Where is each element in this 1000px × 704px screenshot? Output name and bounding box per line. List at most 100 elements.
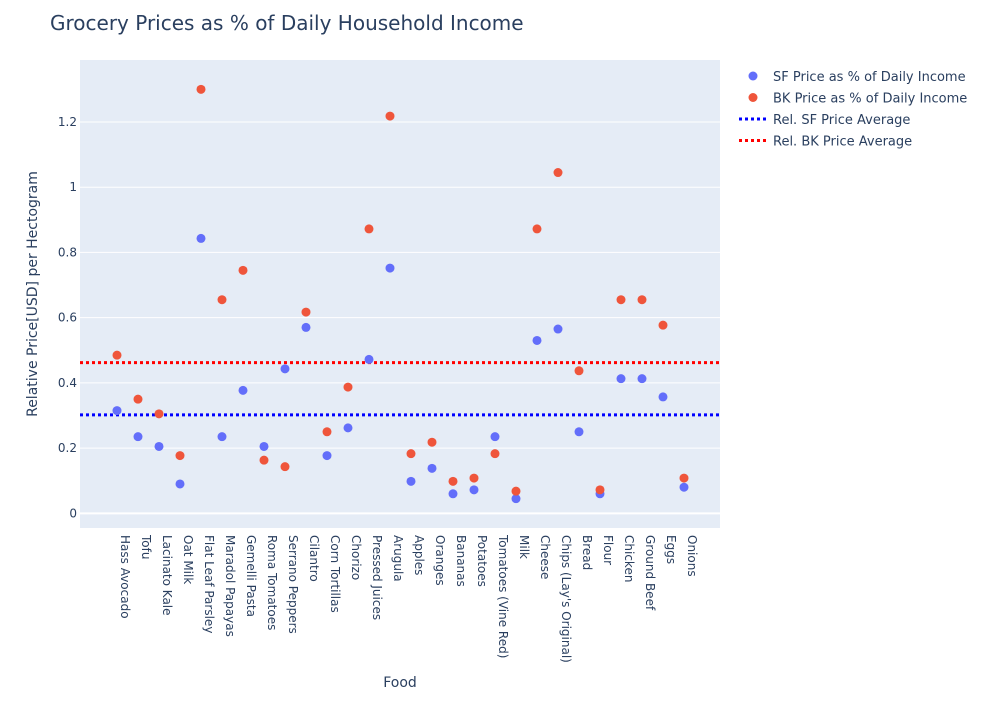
bk-data-point[interactable] xyxy=(637,295,647,305)
y-tick-label: 0.6 xyxy=(58,311,77,325)
sf-data-point[interactable] xyxy=(217,432,227,442)
bk-data-point[interactable] xyxy=(448,476,458,486)
sf-data-point[interactable] xyxy=(406,476,416,486)
sf-data-point[interactable] xyxy=(637,374,647,384)
bk-data-point[interactable] xyxy=(217,295,227,305)
sf-data-point[interactable] xyxy=(532,335,542,345)
bk-data-point[interactable] xyxy=(427,437,437,447)
x-tick-label: Chorizo xyxy=(349,535,363,580)
reference-lines xyxy=(80,361,720,417)
x-tick-label: Tofu xyxy=(139,534,153,559)
sf-data-point[interactable] xyxy=(658,392,668,402)
sf-data-point[interactable] xyxy=(490,432,500,442)
bk-data-point[interactable] xyxy=(343,382,353,392)
x-tick-label: Pressed Juices xyxy=(370,535,384,620)
sf-data-point[interactable] xyxy=(343,423,353,433)
bk-data-point[interactable] xyxy=(301,307,311,317)
bk-data-point[interactable] xyxy=(238,265,248,275)
data-points xyxy=(112,84,689,504)
bk-data-point[interactable] xyxy=(553,168,563,178)
sf-data-point[interactable] xyxy=(469,485,479,495)
bk-data-point[interactable] xyxy=(175,451,185,461)
bk-data-point[interactable] xyxy=(406,449,416,459)
y-gridlines xyxy=(80,121,720,515)
bk-data-point[interactable] xyxy=(280,462,290,472)
bk-data-point[interactable] xyxy=(511,486,521,496)
sf-data-point[interactable] xyxy=(112,406,122,416)
x-tick-label: Roma Tomatoes xyxy=(265,535,279,630)
sf-data-point[interactable] xyxy=(553,324,563,334)
y-tick-label: 0.2 xyxy=(58,441,77,455)
bk-data-point[interactable] xyxy=(133,394,143,404)
x-tick-label: Ground Beef xyxy=(643,535,657,611)
legend-item[interactable]: SF Price as % of Daily Income xyxy=(748,70,966,85)
y-tick-labels: 0 0.2 0.4 0.6 0.8 1 1.2 xyxy=(58,115,77,520)
y-tick-label: 0.8 xyxy=(58,245,77,259)
x-tick-label: Chicken xyxy=(622,535,636,582)
sf-data-point[interactable] xyxy=(175,479,185,489)
sf-data-point[interactable] xyxy=(154,441,164,451)
x-tick-label: Potatoes xyxy=(475,535,489,587)
x-tick-label: Flat Leaf Parsley xyxy=(202,535,216,633)
x-tick-label: Hass Avocado xyxy=(118,535,132,619)
sf-data-point[interactable] xyxy=(364,354,374,364)
x-tick-label: Chips (Lay's Original) xyxy=(559,535,573,663)
sf-data-point[interactable] xyxy=(427,463,437,473)
bk-data-point[interactable] xyxy=(532,224,542,234)
x-tick-label: Flour xyxy=(601,535,615,565)
x-tick-label: Onions xyxy=(685,535,699,577)
y-tick-label: 1.2 xyxy=(58,115,77,129)
bk-data-point[interactable] xyxy=(616,295,626,305)
bk-data-point[interactable] xyxy=(112,350,122,360)
sf-data-point[interactable] xyxy=(616,374,626,384)
y-axis-title: Relative Price[USD] per Hectogram xyxy=(25,171,41,417)
y-tick-label: 0.4 xyxy=(58,376,77,390)
bk-data-point[interactable] xyxy=(658,320,668,330)
legend-item[interactable]: BK Price as % of Daily Income xyxy=(748,92,968,107)
x-tick-label: Bananas xyxy=(454,535,468,587)
bk-data-point[interactable] xyxy=(364,224,374,234)
y-tick-label: 0 xyxy=(69,506,77,520)
bk-data-point[interactable] xyxy=(196,84,206,94)
bk-data-point[interactable] xyxy=(259,455,269,465)
bk-data-point[interactable] xyxy=(322,427,332,437)
x-tick-label: Serrano Peppers xyxy=(286,535,300,634)
sf-data-point[interactable] xyxy=(322,451,332,461)
bk-data-point[interactable] xyxy=(154,409,164,419)
chart-title: Grocery Prices as % of Daily Household I… xyxy=(50,11,524,35)
legend-item[interactable]: Rel. BK Price Average xyxy=(739,135,912,150)
bk-data-point[interactable] xyxy=(574,366,584,376)
bk-data-point[interactable] xyxy=(490,449,500,459)
sf-data-point[interactable] xyxy=(574,427,584,437)
sf-data-point[interactable] xyxy=(679,482,689,492)
x-tick-label: Cilantro xyxy=(307,535,321,582)
legend-label: Rel. BK Price Average xyxy=(773,135,912,150)
x-tick-label: Milk xyxy=(517,535,531,559)
legend-label: SF Price as % of Daily Income xyxy=(773,70,966,85)
legend-label: BK Price as % of Daily Income xyxy=(773,92,967,107)
sf-data-point[interactable] xyxy=(280,364,290,374)
sf-data-point[interactable] xyxy=(133,432,143,442)
x-tick-label: Bread xyxy=(580,535,594,570)
sf-data-point[interactable] xyxy=(385,263,395,273)
legend-marker xyxy=(748,71,758,81)
bk-data-point[interactable] xyxy=(469,473,479,483)
sf-data-point[interactable] xyxy=(259,441,269,451)
bk-data-point[interactable] xyxy=(385,111,395,121)
x-tick-label: Oat Milk xyxy=(181,535,195,584)
sf-data-point[interactable] xyxy=(238,385,248,395)
x-tick-label: Oranges xyxy=(433,535,447,586)
legend-item[interactable]: Rel. SF Price Average xyxy=(739,113,910,128)
sf-data-point[interactable] xyxy=(511,494,521,504)
bk-data-point[interactable] xyxy=(595,485,605,495)
legend[interactable]: SF Price as % of Daily Income BK Price as… xyxy=(739,70,967,150)
x-tick-label: Corn Tortillas xyxy=(328,535,342,613)
sf-data-point[interactable] xyxy=(196,233,206,243)
bk-data-point[interactable] xyxy=(679,473,689,483)
sf-data-point[interactable] xyxy=(448,489,458,499)
sf-data-point[interactable] xyxy=(301,322,311,332)
x-tick-label: Eggs xyxy=(664,535,678,564)
legend-marker xyxy=(748,93,758,102)
